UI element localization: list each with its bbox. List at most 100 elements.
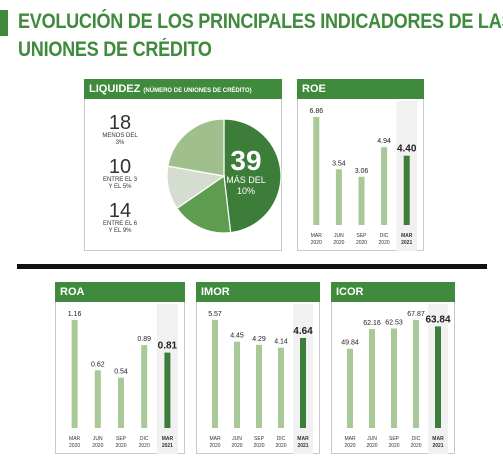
x-tick-label: 2020 xyxy=(69,443,80,449)
data-label: 4.45 xyxy=(230,333,244,340)
x-tick-label: DIC xyxy=(277,436,286,442)
bar xyxy=(234,341,240,428)
data-label: 49.84 xyxy=(341,340,359,347)
x-tick-label: MAR xyxy=(432,436,444,442)
icor-header: ICOR xyxy=(331,282,455,302)
x-tick-label: 2020 xyxy=(275,443,286,449)
pie-legend-item: 10 ENTRE EL 3 Y EL 5% xyxy=(100,157,140,191)
liquidez-header-title: LIQUIDEZ xyxy=(89,83,141,95)
bar xyxy=(413,320,419,428)
liquidez-pie-chart xyxy=(166,118,282,234)
pie-legend-value: 10 xyxy=(108,156,132,178)
bar xyxy=(94,370,101,428)
bar xyxy=(313,117,320,225)
liquidez-header-subtitle: (NÚMERO DE UNIONES DE CRÉDITO) xyxy=(143,88,252,94)
bar xyxy=(391,328,397,428)
x-tick-label: MAR xyxy=(162,436,174,442)
pie-legend-value: 14 xyxy=(108,200,132,222)
roe-panel: ROE 6.86 MAR 2020 3.54 JUN 2020 3.06 SEP 2020 4.9… xyxy=(297,79,424,251)
bar xyxy=(403,155,410,225)
x-tick-label: 2020 xyxy=(231,443,242,449)
data-label: 0.62 xyxy=(91,361,105,368)
icor-panel: ICOR 49.84 MAR 2020 62.16 JUN 2020 62.53 SEP 202… xyxy=(331,282,455,454)
data-label: 1.16 xyxy=(68,311,82,318)
imor-header: IMOR xyxy=(196,282,320,302)
icor-bar-chart: 49.84MAR202062.16JUN202062.53SEP202067.8… xyxy=(341,304,451,454)
x-tick-label: 2020 xyxy=(344,443,355,449)
x-tick-label: MAR xyxy=(311,233,323,239)
x-tick-label: DIC xyxy=(380,233,389,239)
data-label: 0.81 xyxy=(158,341,178,352)
x-tick-label: 2020 xyxy=(139,443,150,449)
bar xyxy=(335,169,342,225)
x-tick-label: 2020 xyxy=(410,443,421,449)
x-tick-label: 2020 xyxy=(388,443,399,449)
pie-legend-label: Y EL 5% xyxy=(108,184,132,190)
x-tick-label: JUN xyxy=(367,436,377,442)
data-label: 4.14 xyxy=(274,339,288,346)
pie-legend-item: 14 ENTRE EL 6 Y EL 9% xyxy=(100,201,140,235)
pie-legend-label: 3% xyxy=(115,140,125,146)
bar xyxy=(71,320,78,428)
bar xyxy=(358,176,365,225)
pie-legend-item: 18 MENOS DEL 3% xyxy=(100,113,140,147)
title-accent-bar xyxy=(0,10,8,36)
pie-main-text: 10% xyxy=(236,186,255,196)
x-tick-label: SEP xyxy=(389,436,400,442)
imor-bar-chart: 5.57MAR20204.45JUN20204.29SEP20204.14DIC… xyxy=(208,304,313,454)
x-tick-label: 2021 xyxy=(401,240,412,246)
x-tick-label: SEP xyxy=(356,233,367,239)
pie-legend-label: ENTRE EL 6 xyxy=(102,221,138,227)
roa-panel: ROA 1.16 MAR 2020 0.62 JUN 2020 0.54 SEP 2020 0.8… xyxy=(55,282,185,454)
data-label: 4.94 xyxy=(377,138,391,145)
page-title-line2: UNIONES DE CRÉDITO xyxy=(18,38,212,61)
x-tick-label: DIC xyxy=(140,436,149,442)
bar xyxy=(300,338,306,428)
x-tick-label: 2020 xyxy=(115,443,126,449)
bar xyxy=(256,344,262,428)
data-label: 5.57 xyxy=(208,311,222,318)
data-label: 0.89 xyxy=(137,336,151,343)
data-label: 4.64 xyxy=(293,326,313,337)
pie-legend-value: 18 xyxy=(108,112,132,134)
bar xyxy=(141,345,148,428)
page-title: EVOLUCIÓN DE LOS PRINCIPALES INDICADORES… xyxy=(0,8,503,68)
data-label: 62.16 xyxy=(363,320,381,327)
data-label: 6.86 xyxy=(309,108,323,115)
bar xyxy=(278,347,284,428)
x-tick-label: JUN xyxy=(93,436,103,442)
x-tick-label: JUN xyxy=(334,233,344,239)
data-label: 0.54 xyxy=(114,369,128,376)
x-tick-label: 2020 xyxy=(209,443,220,449)
liquidez-panel: LIQUIDEZ (NÚMERO DE UNIONES DE CRÉDITO) … xyxy=(84,79,282,251)
x-tick-label: DIC xyxy=(412,436,421,442)
x-tick-label: 2020 xyxy=(379,240,390,246)
roe-header: ROE xyxy=(297,79,424,99)
x-tick-label: JUN xyxy=(232,436,242,442)
data-label: 4.29 xyxy=(252,336,266,343)
x-tick-label: MAR xyxy=(297,436,309,442)
x-tick-label: 2021 xyxy=(297,443,308,449)
x-tick-label: 2020 xyxy=(311,240,322,246)
x-tick-label: MAR xyxy=(69,436,81,442)
pie-legend-label: ENTRE EL 3 xyxy=(102,177,138,183)
section-divider xyxy=(17,264,487,269)
bar xyxy=(212,320,218,428)
x-tick-label: 2021 xyxy=(162,443,173,449)
x-tick-label: 2020 xyxy=(333,240,344,246)
x-tick-label: 2020 xyxy=(92,443,103,449)
x-tick-label: 2020 xyxy=(356,240,367,246)
roa-bar-chart: 1.16MAR20200.62JUN20200.54SEP20200.89DIC… xyxy=(68,304,178,454)
roe-bar-chart: 6.86MAR20203.54JUN20203.06SEP20204.94DIC… xyxy=(309,101,417,251)
roa-header: ROA xyxy=(55,282,185,302)
data-label: 62.53 xyxy=(385,320,403,327)
pie-slice xyxy=(223,118,282,234)
x-tick-label: MAR xyxy=(401,233,413,239)
pie-main-value: 39 xyxy=(230,145,262,176)
liquidez-header: LIQUIDEZ (NÚMERO DE UNIONES DE CRÉDITO) xyxy=(84,79,282,99)
bar xyxy=(347,348,353,428)
pie-slice xyxy=(167,118,225,177)
pie-slice xyxy=(176,174,232,234)
x-tick-label: 2020 xyxy=(366,443,377,449)
x-tick-label: 2020 xyxy=(253,443,264,449)
